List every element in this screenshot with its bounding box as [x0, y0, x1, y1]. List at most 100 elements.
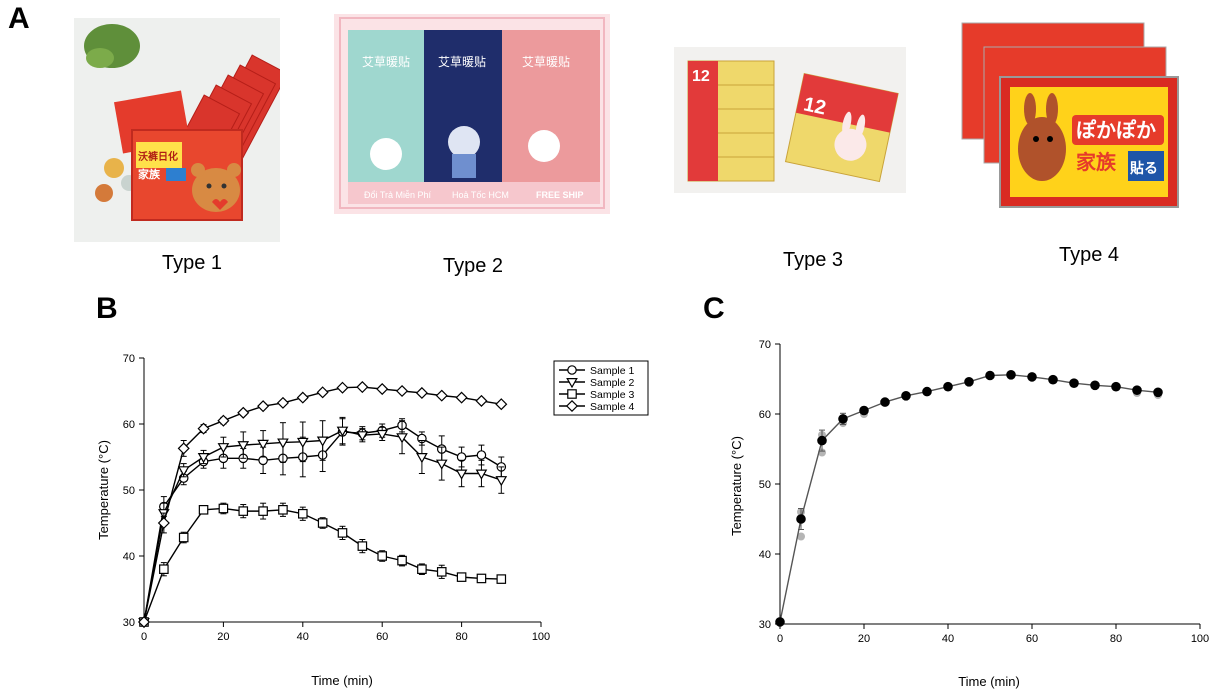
chart-b-y-axis-label: Temperature (°C): [96, 440, 111, 540]
chart-b-legend-label: Sample 4: [590, 401, 635, 413]
chart-c-series-1-point: [1069, 378, 1079, 388]
chart-c-y-tick-label: 50: [759, 479, 771, 491]
chart-b-series-3-point: [357, 541, 368, 551]
chart-c-series-1-point: [1111, 381, 1121, 392]
svg-text:12: 12: [802, 93, 828, 119]
svg-text:ぽかぽか: ぽかぽか: [1076, 118, 1156, 142]
chart-b-y-tick-label: 70: [123, 353, 135, 365]
chart-b-series-4-point: [197, 422, 210, 435]
chart-b-series-2-point: [376, 429, 389, 441]
chart-b-series-4-point: [177, 442, 190, 455]
chart-b-series-4-point: [376, 382, 389, 396]
chart-c-series-1-point: [985, 370, 995, 381]
chart-c-series-1-point: [775, 617, 785, 627]
chart-c-series-1-point: [1048, 374, 1058, 385]
chart-b-y-tick-label: 60: [123, 419, 135, 431]
chart-b-series-4-point: [336, 381, 349, 394]
chart-b-x-tick-label: 80: [455, 631, 467, 643]
chart-b-legend-label: Sample 2: [590, 377, 635, 389]
chart-b-series-2-point: [277, 438, 289, 449]
chart-b-series-4-point: [475, 394, 488, 407]
chart-b-x-tick-label: 0: [141, 631, 147, 643]
chart-b-series-2-point: [356, 431, 369, 442]
chart-b-x-tick-label: 20: [217, 631, 229, 643]
chart-b-series-4-point: [455, 391, 468, 404]
chart-c-series-1-point: [1027, 372, 1037, 382]
chart-b-series-3-point: [377, 551, 387, 561]
chart-b-series-3-point: [298, 508, 308, 519]
type1-label: Type 1: [161, 252, 223, 274]
product-photo-type4: ぽかぽか 家族 貼る: [960, 21, 1180, 211]
chart-c-y-tick-label: 70: [759, 339, 771, 351]
type2-label: Type 2: [442, 255, 504, 277]
chart-b-series-3-point: [317, 518, 328, 528]
chart-c-series-1-point: [817, 435, 827, 446]
svg-text:艾草暖贴: 艾草暖贴: [438, 55, 486, 69]
type3-label: Type 3: [782, 249, 844, 271]
chart-b-series-3-point: [456, 572, 467, 582]
chart-b-series-2-point: [237, 441, 250, 452]
chart-c-series-1-point: [964, 376, 974, 387]
chart-b-series-4-point: [257, 400, 270, 413]
chart-b-series-3-point: [417, 564, 427, 574]
chart-b-series-4-point: [137, 615, 151, 629]
chart-b-series-2-point: [455, 469, 468, 480]
chart-b-legend-marker: [567, 365, 577, 375]
chart-b-series-2-point: [435, 459, 448, 470]
chart-c-x-tick-label: 0: [777, 633, 783, 645]
panel-label-b: B: [96, 292, 118, 325]
chart-b-series-4-point: [356, 380, 369, 394]
panel-label-c: C: [703, 292, 725, 325]
chart-b-series-3-point: [238, 506, 249, 516]
chart-c-y-tick-label: 40: [759, 549, 771, 561]
chart-b-series-4-point: [495, 398, 508, 411]
chart-c-series-1-point: [796, 514, 806, 524]
chart-b-series-3-point: [178, 532, 189, 543]
chart-c-series-1-point: [1090, 380, 1100, 391]
chart-c-x-tick-label: 100: [1191, 633, 1209, 645]
chart-b-series-4-point: [296, 391, 309, 404]
chart-c-series-1-point: [859, 405, 869, 416]
chart-b-series-3-point: [218, 503, 229, 514]
chart-c-y-tick-label: 30: [759, 619, 771, 631]
chart-b-x-tick-label: 100: [532, 631, 550, 643]
product-photo-type1: 沃裤日化 家族: [74, 18, 280, 242]
chart-b-series-2-point: [416, 453, 428, 464]
chart-b-series-4-point: [435, 389, 448, 402]
svg-text:12: 12: [692, 68, 710, 85]
svg-text:FREE SHIP: FREE SHIP: [536, 190, 584, 200]
chart-b-y-tick-label: 30: [123, 617, 135, 629]
chart-b-series-3-point: [337, 528, 348, 538]
chart-c-series-1-point: [1006, 369, 1016, 380]
chart-c-series-1-point: [838, 414, 848, 424]
chart-b-series-3-point: [159, 564, 169, 574]
chart-b-series-3: [139, 502, 507, 627]
chart-b-legend-marker: [567, 389, 577, 399]
svg-text:艾草暖贴: 艾草暖贴: [522, 55, 570, 69]
svg-text:家族: 家族: [138, 167, 161, 181]
chart-b-x-axis-label: Time (min): [311, 673, 373, 688]
svg-text:沃裤日化: 沃裤日化: [138, 150, 178, 163]
chart-c-x-tick-label: 20: [858, 633, 870, 645]
product-photo-type3: 12 12: [674, 47, 906, 193]
chart-b-series-2-point: [336, 426, 349, 437]
chart-b-series-3-point: [397, 555, 407, 566]
svg-text:艾草暖贴: 艾草暖贴: [362, 55, 410, 69]
chart-c-series-1-point: [1132, 385, 1142, 395]
chart-b-series-3-point: [258, 506, 268, 516]
chart-b-series-2-point: [177, 466, 190, 477]
panel-label-a: A: [8, 2, 30, 35]
svg-text:Đổi Trả Miễn Phí: Đổi Trả Miễn Phí: [364, 190, 432, 200]
chart-b-series-3-point: [496, 574, 507, 584]
chart-b-series-4: [137, 380, 508, 629]
chart-b: 0 20 40 60 80 100 30 40 50 60 70 Time (min) Temper…: [96, 353, 649, 688]
chart-b-legend-marker: [565, 399, 579, 413]
chart-b-series-2-point: [396, 433, 408, 444]
chart-b-series-2: [138, 416, 508, 629]
chart-c-series-1-line: [779, 374, 1159, 623]
chart-b-series-4-point: [316, 386, 329, 399]
chart-c-y-axis-label: Temperature (°C): [729, 436, 744, 536]
chart-b-series-4-point: [237, 406, 250, 419]
chart-b-series-3-point: [436, 567, 447, 577]
